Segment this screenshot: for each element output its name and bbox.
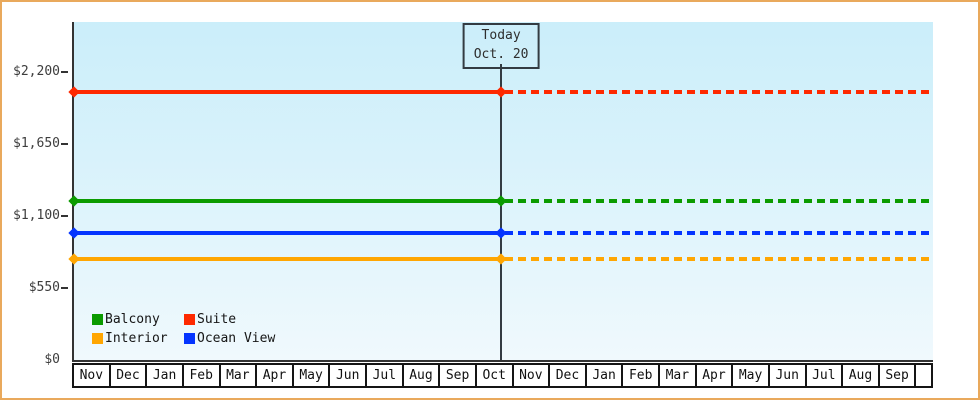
price-line-dashed-segment — [505, 256, 933, 261]
month-cell: Feb — [183, 365, 221, 386]
price-line-dashed-segment — [505, 231, 933, 236]
legend-item-suite: Suite — [184, 313, 275, 326]
month-cell: Dec — [550, 365, 587, 386]
x-axis-line — [72, 360, 933, 362]
price-line-interior — [68, 252, 933, 265]
price-point-diamond — [68, 85, 80, 98]
month-cell: Jun — [769, 365, 807, 386]
legend-swatch — [92, 314, 103, 325]
month-cell: Aug — [403, 365, 441, 386]
month-cell: Oct — [476, 365, 514, 386]
price-line-suite — [68, 85, 933, 98]
price-point-diamond — [495, 252, 507, 265]
month-cell: Jun — [330, 365, 367, 386]
month-cell: Jul — [367, 365, 404, 386]
y-axis-line — [72, 22, 74, 362]
legend-swatch — [184, 333, 195, 344]
price-line-solid-segment — [74, 256, 502, 261]
month-cell: Aug — [843, 365, 880, 386]
price-point-diamond — [68, 227, 80, 239]
legend-label: Suite — [197, 312, 237, 327]
month-cell: May — [293, 365, 331, 386]
price-line-solid-segment — [74, 89, 502, 94]
price-line-solid-segment — [74, 231, 502, 236]
legend: Balcony Suite Interior Ocean View — [92, 313, 275, 345]
month-cell: Sep — [440, 365, 477, 386]
today-date: Oct. 20 — [473, 47, 529, 62]
month-cell: Dec — [110, 365, 148, 386]
y-tick-label: $1,100 — [13, 208, 60, 223]
y-tick-label: $550 — [28, 280, 60, 295]
y-tick-label: $1,650 — [13, 136, 60, 151]
plot-area: Today Oct. 20 Balcony Suite Interior Ocean … — [68, 22, 933, 360]
y-tick-mark — [61, 143, 68, 145]
legend-label: Interior — [105, 331, 168, 346]
month-cell: Nov — [74, 365, 111, 386]
month-cell: Jan — [586, 365, 624, 386]
x-axis-months: Nov Dec Jan Feb Mar Apr May Jun Jul Aug Sep Oct Nov D… — [72, 363, 933, 388]
y-tick-mark — [61, 287, 68, 289]
legend-item-balcony: Balcony — [92, 313, 184, 326]
y-tick-label: $2,200 — [13, 64, 60, 79]
month-cell: Nov — [513, 365, 551, 386]
price-point-diamond — [68, 252, 80, 265]
legend-item-ocean-view: Ocean View — [184, 332, 275, 345]
price-point-diamond — [495, 85, 507, 98]
month-cell: Apr — [257, 365, 294, 386]
legend-item-interior: Interior — [92, 332, 184, 345]
month-cell: Jul — [806, 365, 844, 386]
price-point-diamond — [68, 195, 80, 207]
price-line-solid-segment — [74, 198, 502, 203]
month-cell-partial — [916, 365, 931, 386]
month-cell: Apr — [696, 365, 734, 386]
month-cell: Mar — [660, 365, 697, 386]
y-tick-label: $0 — [44, 352, 60, 367]
price-line-balcony — [68, 195, 933, 207]
legend-label: Balcony — [105, 312, 160, 327]
y-tick-mark — [61, 71, 68, 73]
month-cell: Feb — [623, 365, 660, 386]
today-line — [500, 64, 503, 360]
price-line-ocean-view — [68, 227, 933, 239]
legend-swatch — [184, 314, 195, 325]
price-line-dashed-segment — [505, 89, 933, 94]
month-cell: May — [733, 365, 770, 386]
price-point-diamond — [495, 195, 507, 207]
legend-swatch — [92, 333, 103, 344]
month-cell: Jan — [147, 365, 184, 386]
price-point-diamond — [495, 227, 507, 239]
y-tick-mark — [61, 215, 68, 217]
legend-label: Ocean View — [197, 331, 276, 346]
month-cell: Mar — [220, 365, 258, 386]
today-label: Today — [481, 28, 521, 43]
today-marker-box: Today Oct. 20 — [462, 23, 540, 69]
price-line-dashed-segment — [505, 198, 933, 203]
month-cell: Sep — [879, 365, 917, 386]
